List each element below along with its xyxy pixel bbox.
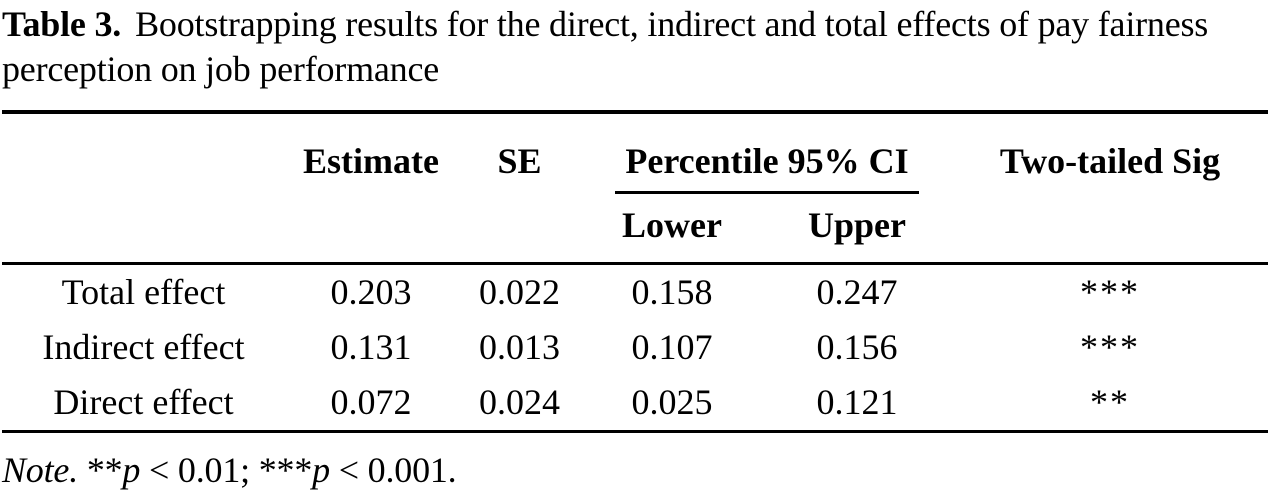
estimate-value: 0.131 [330, 327, 412, 368]
estimate-value: 0.072 [330, 382, 412, 423]
ci-upper-value: 0.156 [816, 327, 898, 368]
header-empty-cell [285, 193, 457, 265]
significance-value: ** [1090, 382, 1131, 423]
row-label: Indirect effect [42, 327, 245, 368]
column-header-sig: Two-tailed Sig [999, 140, 1221, 181]
significance-value: *** [1080, 272, 1141, 313]
ci-lower-value: 0.025 [631, 382, 713, 423]
ci-lower-value: 0.158 [631, 272, 713, 313]
row-label: Direct effect [53, 382, 234, 423]
note-label: Note. [2, 449, 78, 490]
note-sig2-text: < 0.01; [140, 449, 259, 490]
table-header-row-1: Estimate SE Percentile 95% CI Two-tailed… [2, 112, 1268, 194]
note-sig2-stars: ** [86, 449, 123, 490]
ci-lower-value: 0.107 [631, 327, 713, 368]
header-empty-cell [952, 193, 1269, 265]
row-label: Total effect [61, 272, 226, 313]
ci-upper-value: 0.121 [816, 382, 898, 423]
header-empty-cell [2, 193, 285, 265]
table-note: Note. **p < 0.01; ***p < 0.001. [2, 449, 1270, 491]
header-empty-cell [2, 112, 285, 194]
header-empty-cell [457, 193, 582, 265]
bootstrapping-results-table: Estimate SE Percentile 95% CI Two-tailed… [2, 109, 1269, 433]
column-header-se: SE [497, 140, 542, 181]
note-p-symbol: p [312, 449, 330, 490]
table-caption: Table 3. Bootstrapping results for the di… [2, 2, 1270, 93]
column-header-upper: Upper [762, 193, 953, 265]
column-header-estimate: Estimate [303, 140, 439, 181]
column-header-lower: Lower [582, 193, 762, 265]
se-value: 0.022 [479, 272, 560, 313]
note-sig3-stars: *** [258, 449, 313, 490]
table-row-total-effect: Total effect 0.203 0.022 0.158 0.247 *** [2, 263, 1268, 320]
note-sig3-text: < 0.001. [329, 449, 457, 490]
table-row-indirect-effect: Indirect effect 0.131 0.013 0.107 0.156 … [2, 320, 1268, 375]
table-caption-text: Bootstrapping results for the direct, in… [2, 4, 1209, 90]
ci-group-label: Percentile 95% CI [615, 140, 919, 194]
estimate-value: 0.203 [330, 272, 412, 313]
table-row-direct-effect: Direct effect 0.072 0.024 0.025 0.121 ** [2, 375, 1268, 432]
significance-value: *** [1080, 327, 1141, 368]
table-header-row-2: Lower Upper [2, 193, 1269, 265]
ci-upper-value: 0.247 [816, 272, 898, 313]
se-value: 0.013 [479, 327, 560, 368]
se-value: 0.024 [479, 382, 560, 423]
column-header-ci-group: Percentile 95% CI [582, 112, 952, 194]
table-caption-number: Table 3. [2, 4, 122, 44]
note-p-symbol: p [122, 449, 141, 490]
